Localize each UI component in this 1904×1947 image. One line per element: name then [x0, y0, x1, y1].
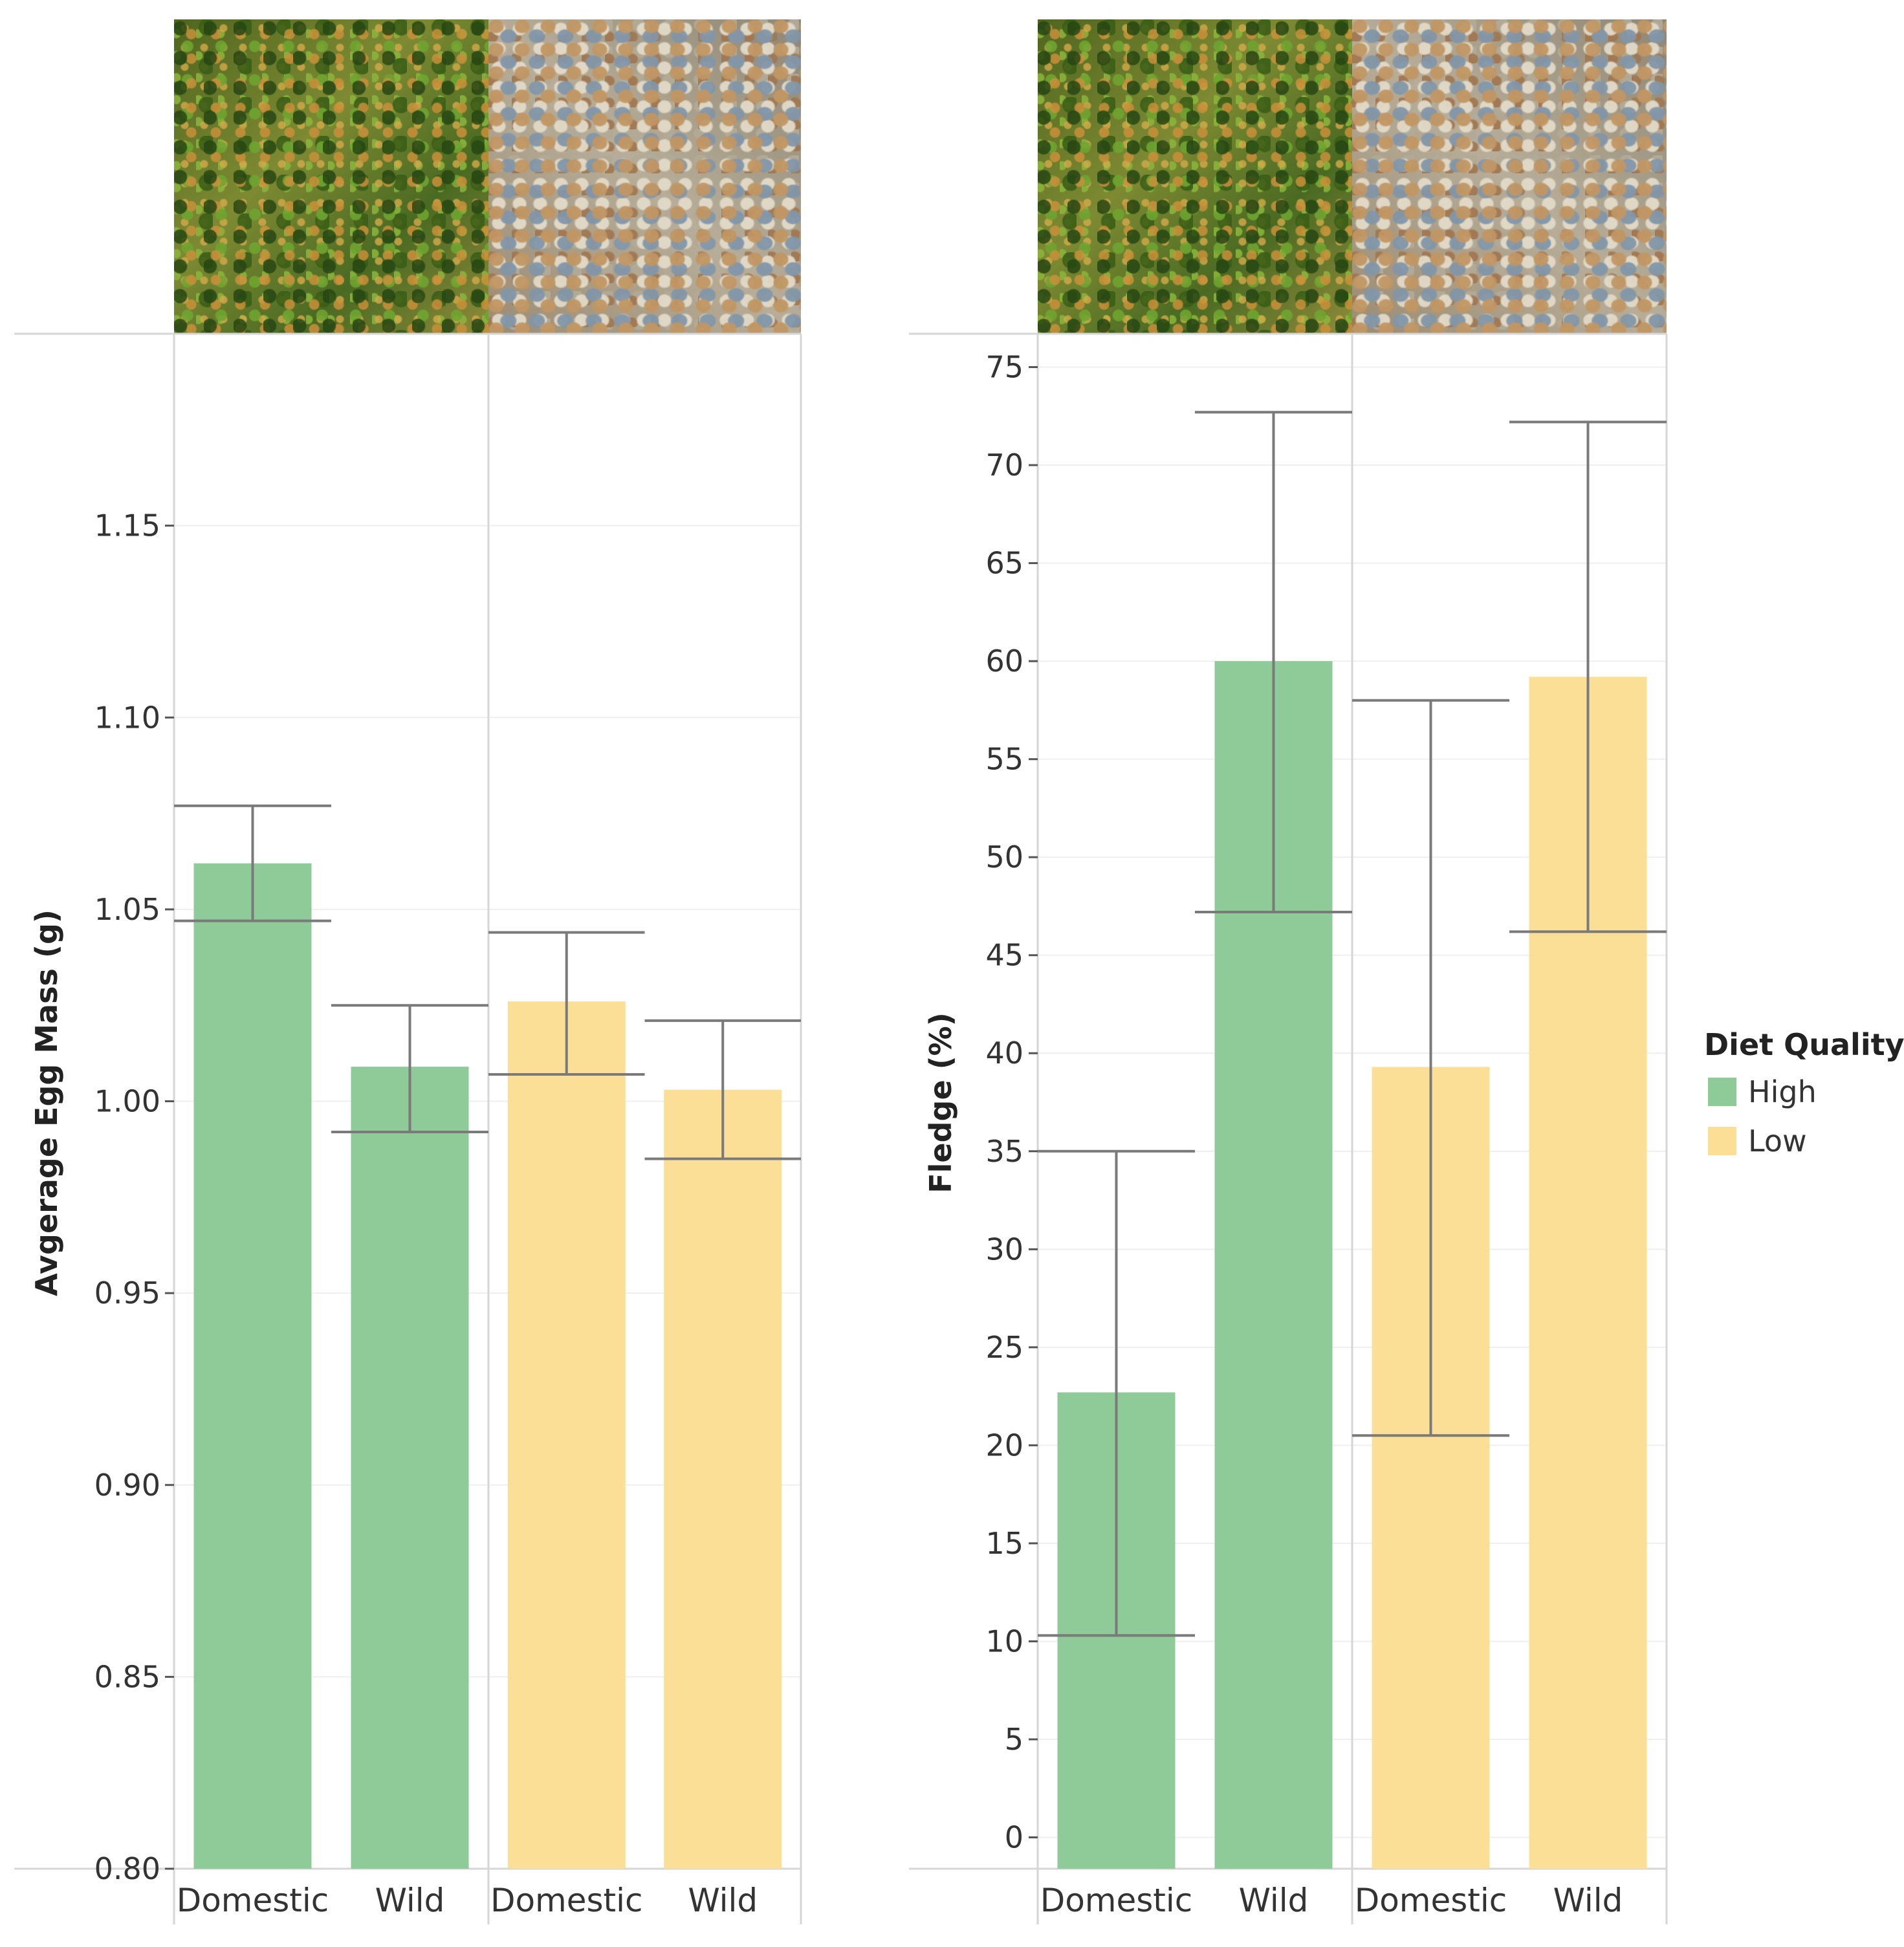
legend-title: Diet Quality: [1704, 1027, 1904, 1062]
legend-swatch-high: [1708, 1078, 1736, 1106]
x-tick-label: Domestic: [1355, 1882, 1507, 1919]
y-tick-label: 30: [985, 1232, 1023, 1267]
high-quality-food-image-left: [174, 19, 488, 334]
y-tick-label: 0.80: [94, 1851, 160, 1886]
y-tick-label: 45: [985, 938, 1023, 973]
y-tick-label: 60: [985, 644, 1023, 679]
legend-label-high: High: [1748, 1074, 1817, 1109]
x-tick-label: Domestic: [490, 1882, 643, 1919]
x-tick-label: Wild: [688, 1882, 758, 1919]
low-quality-seed-image-left: [488, 19, 801, 334]
bar-high-wild: [351, 1067, 469, 1869]
low-quality-seed-image-right: [1352, 19, 1667, 334]
x-tick-label: Domestic: [1040, 1882, 1193, 1919]
y-tick-label: 0.95: [94, 1276, 160, 1311]
chart-egg-mass: 0.80 0.85 0.90 0.95 1.00 1.05 1.10 1.15 Avgerage…: [14, 332, 802, 1924]
y-tick-label: 55: [985, 742, 1023, 777]
y-tick-label: 0.90: [94, 1468, 160, 1503]
bar-low-domestic: [507, 1001, 626, 1869]
bar-high-domestic: [193, 863, 312, 1869]
y-tick-label: 1.00: [94, 1084, 160, 1119]
y-tick-label: 5: [1005, 1722, 1023, 1757]
legend-item-low: Low: [1708, 1123, 1807, 1159]
y-tick-label: 70: [985, 448, 1023, 483]
y-tick-label: 1.05: [94, 892, 160, 927]
high-quality-food-image-right: [1038, 19, 1352, 334]
y-tick-label: 1.15: [94, 508, 160, 543]
y-tick-label: 35: [985, 1134, 1023, 1169]
x-tick-label: Wild: [1553, 1882, 1623, 1919]
y-tick-label: 20: [985, 1428, 1023, 1463]
x-tick-label: Wild: [375, 1882, 445, 1919]
y-tick-label: 15: [985, 1526, 1023, 1561]
chart-fledge: 0 5 10 15 20 25 30 35 40 45 50 55 60 65 70 75 Fledge (%)…: [909, 332, 1668, 1924]
legend-item-high: High: [1708, 1074, 1817, 1110]
legend-label-low: Low: [1748, 1124, 1807, 1158]
y-axis-label: Fledge (%): [923, 1012, 958, 1193]
y-tick-label: 0: [1005, 1820, 1023, 1855]
y-tick-label: 75: [985, 350, 1023, 385]
x-tick-label: Domestic: [177, 1882, 329, 1919]
y-tick-label: 10: [985, 1624, 1023, 1659]
x-tick-label: Wild: [1239, 1882, 1309, 1919]
y-tick-label: 50: [985, 840, 1023, 875]
y-tick-label: 25: [985, 1330, 1023, 1365]
y-tick-label: 1.10: [94, 700, 160, 735]
bar-low-wild: [664, 1089, 782, 1869]
y-tick-label: 0.85: [94, 1659, 160, 1694]
y-tick-label: 65: [985, 546, 1023, 581]
y-tick-label: 40: [985, 1036, 1023, 1071]
legend-swatch-low: [1708, 1127, 1736, 1155]
y-axis-label: Avgerage Egg Mass (g): [29, 909, 64, 1296]
